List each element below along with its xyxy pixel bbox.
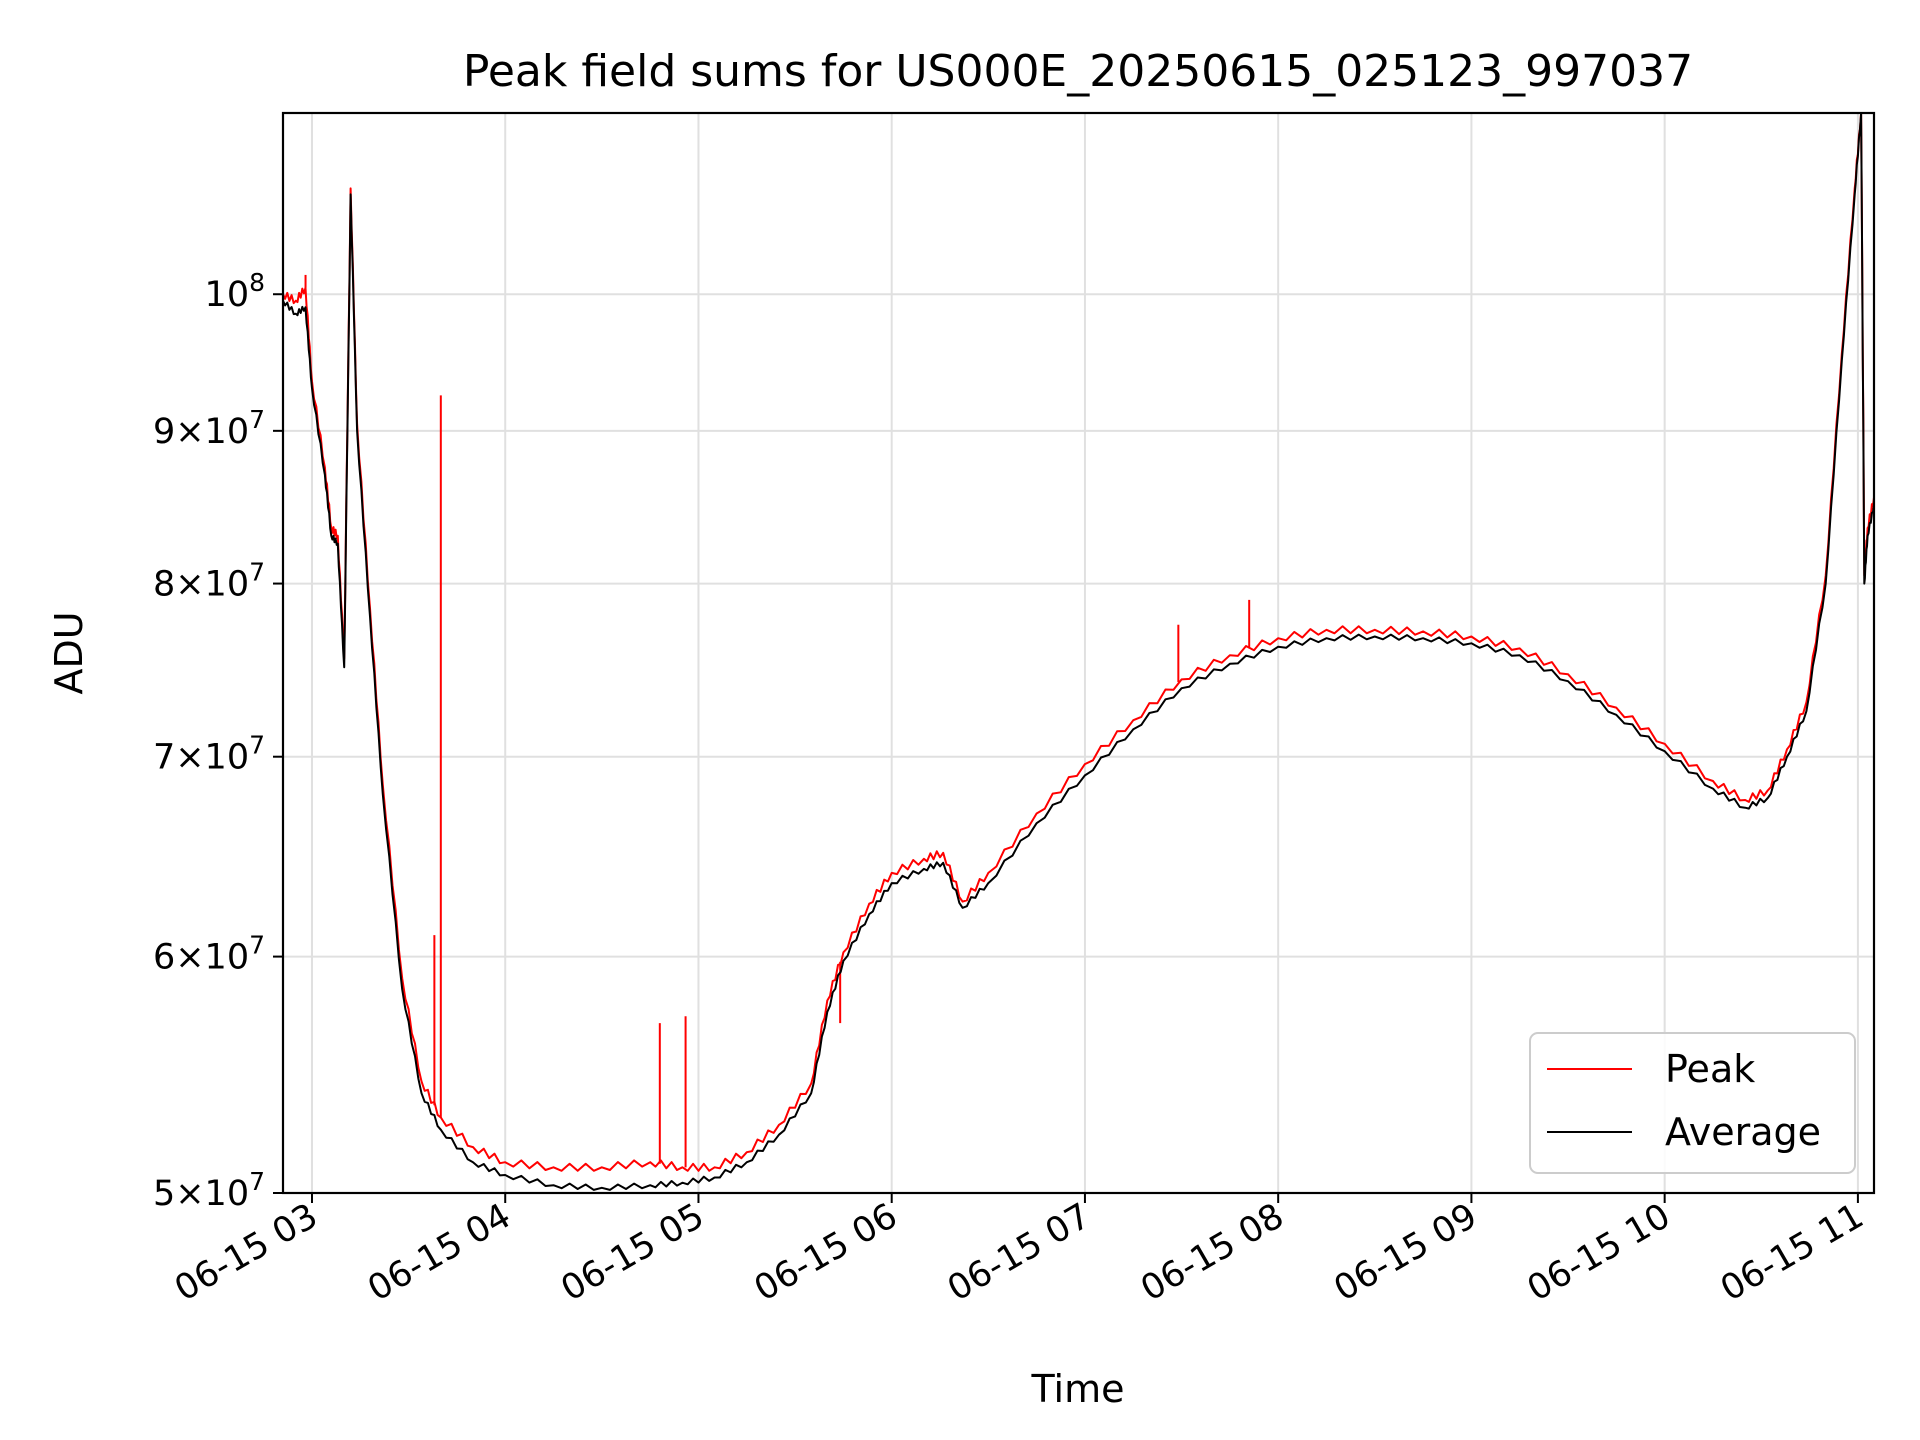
y-tick-label: 5×107 <box>153 1167 265 1214</box>
average-series-line <box>282 112 1875 1191</box>
y-tick-label: 6×107 <box>153 931 265 978</box>
y-tick-label: 8×107 <box>153 558 265 605</box>
legend-peak-label: Peak <box>1665 1047 1755 1091</box>
legend: Peak Average <box>1529 1032 1856 1174</box>
series-layer <box>282 112 1875 1191</box>
y-tick-label: 9×107 <box>153 405 265 452</box>
y-axis-label: ADU <box>47 611 91 694</box>
y-tick-label: 108 <box>205 268 265 315</box>
y-tick-label: 7×107 <box>153 731 265 778</box>
chart-title: Peak field sums for US000E_20250615_0251… <box>463 46 1693 97</box>
legend-average-label: Average <box>1665 1110 1821 1154</box>
x-axis-label: Time <box>1031 1367 1125 1411</box>
plot-frame <box>281 111 1876 1195</box>
